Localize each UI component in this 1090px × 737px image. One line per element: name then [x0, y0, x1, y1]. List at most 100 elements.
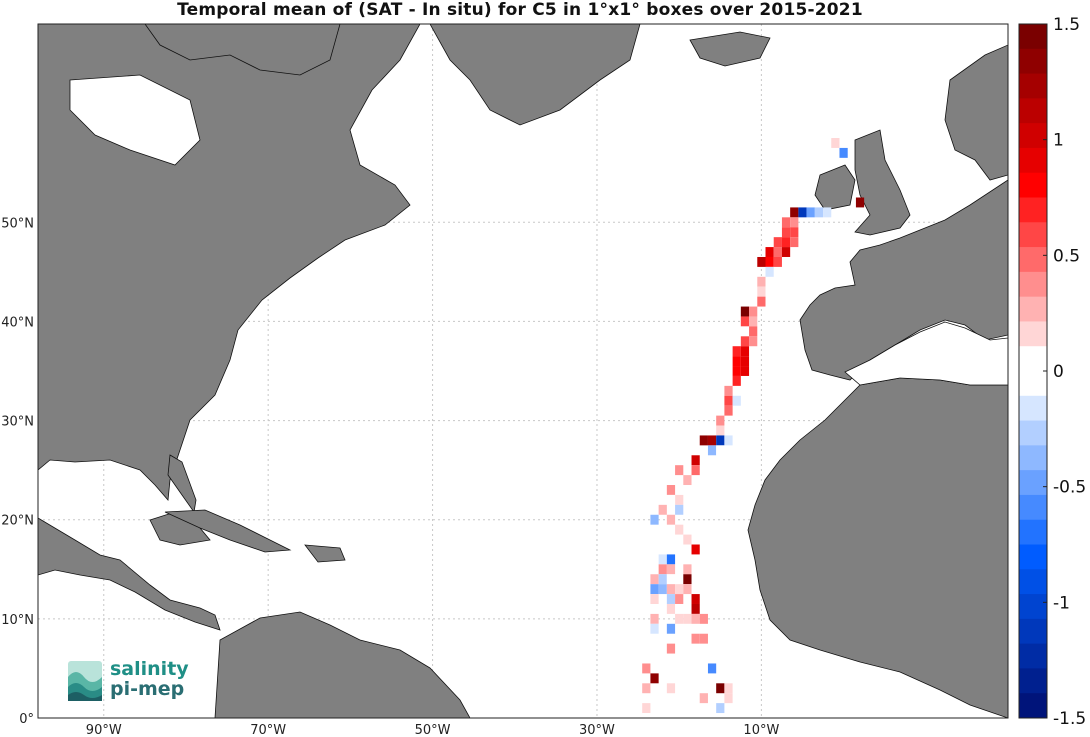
lon-tick-label: 90°W — [86, 723, 122, 737]
salinity-diff-cell — [650, 693, 659, 704]
salinity-diff-cell — [716, 435, 725, 446]
salinity-diff-cell — [691, 613, 700, 624]
salinity-diff-cell — [658, 504, 667, 515]
salinity-diff-cell — [732, 366, 741, 376]
lon-tick-label: 10°W — [743, 723, 779, 737]
colorbar-block — [1019, 247, 1047, 273]
colorbar-block — [1019, 643, 1047, 669]
salinity-diff-cell — [666, 584, 676, 595]
salinity-diff-cell — [691, 633, 700, 644]
salinity-diff-cell — [716, 683, 725, 694]
salinity-diff-cell — [765, 256, 774, 267]
salinity-diff-cell — [658, 554, 667, 565]
salinity-diff-cell — [724, 395, 733, 406]
salinity-diff-cell — [732, 395, 741, 406]
salinity-diff-cell — [716, 425, 725, 436]
colorbar-tick-label: -1.5 — [1053, 709, 1086, 729]
salinity-diff-cell — [666, 564, 676, 575]
cell-layer — [642, 138, 865, 714]
salinity-diff-cell — [749, 316, 758, 327]
cuba-land — [164, 509, 292, 553]
salinity-diff-cell — [781, 227, 791, 238]
colorbar-block — [1019, 693, 1047, 719]
colorbar-block — [1019, 445, 1047, 471]
salinity-diff-cell — [806, 207, 815, 218]
salinity-diff-cell — [666, 623, 676, 634]
salinity-diff-cell — [757, 276, 766, 287]
colorbar: 1.5 1 0.5 0 -0.5 -1 -1.5 — [1018, 15, 1086, 729]
salinity-diff-cell — [699, 633, 708, 644]
logo-waves-icon — [68, 661, 102, 701]
salinity-diff-cell — [790, 207, 799, 218]
salinity-diff-cell — [691, 544, 700, 555]
salinity-diff-cell — [855, 197, 865, 208]
colorbar-block — [1019, 420, 1047, 446]
south-america-land — [214, 611, 471, 718]
colorbar-block — [1019, 519, 1047, 545]
salinity-diff-cell — [740, 316, 750, 327]
salinity-diff-cell — [691, 455, 700, 466]
salinity-diff-cell — [749, 336, 758, 347]
colorbar-tick-label: -1 — [1053, 593, 1070, 613]
salinity-diff-cell — [790, 227, 799, 238]
salinity-diff-cell — [707, 445, 717, 456]
salinity-pimep-logo: salinity pi-mep — [62, 655, 242, 705]
salinity-diff-cell — [740, 306, 750, 317]
salinity-diff-cell — [658, 574, 667, 585]
salinity-diff-cell — [839, 147, 848, 158]
salinity-diff-cell — [790, 237, 799, 248]
salinity-diff-cell — [675, 504, 684, 515]
salinity-diff-cell — [814, 207, 824, 218]
colorbar-block — [1019, 470, 1047, 496]
salinity-diff-cell — [675, 465, 684, 476]
salinity-diff-cell — [666, 514, 676, 525]
lat-tick-label: 50°N — [1, 216, 34, 231]
lon-tick-label: 70°W — [250, 723, 286, 737]
plot-frame — [37, 23, 1009, 719]
salinity-diff-cell — [749, 306, 758, 317]
land-masses — [38, 24, 1008, 718]
colorbar-block — [1019, 494, 1047, 521]
salinity-diff-cell — [732, 346, 741, 357]
salinity-diff-cell — [666, 574, 676, 585]
salinity-diff-cell — [666, 603, 676, 614]
salinity-diff-cell — [650, 514, 659, 525]
mediterranean-water — [844, 321, 1008, 386]
salinity-diff-cell — [666, 594, 676, 604]
salinity-diff-cell — [757, 286, 766, 297]
salinity-diff-cell — [798, 207, 807, 218]
central-america-land — [38, 517, 221, 631]
lat-tick-label: 10°N — [1, 613, 34, 628]
lon-tick-label: 30°W — [579, 723, 615, 737]
salinity-diff-cell — [773, 207, 782, 218]
salinity-diff-cell — [650, 574, 659, 585]
salinity-diff-cell — [642, 683, 651, 694]
colorbar-block — [1019, 321, 1047, 347]
salinity-diff-cell — [683, 564, 692, 575]
colorbar-tick-label: 1 — [1053, 131, 1064, 151]
salinity-diff-cell — [650, 613, 659, 624]
hudson-bay-water — [69, 74, 201, 166]
salinity-diff-cell — [650, 623, 659, 634]
colorbar-tick-label: -0.5 — [1053, 478, 1086, 498]
salinity-diff-cell — [675, 524, 684, 535]
salinity-diff-cell — [675, 613, 684, 624]
salinity-diff-cell — [658, 584, 667, 595]
axis-labels: 90°W 70°W 50°W 30°W 10°W 0° 10°N 20°N 30°N 40°N 50… — [1, 216, 779, 737]
salinity-diff-cell — [716, 703, 725, 714]
colorbar-block — [1019, 98, 1047, 124]
salinity-diff-cell — [658, 564, 667, 575]
salinity-diff-cell — [724, 683, 733, 694]
salinity-diff-cell — [707, 435, 717, 446]
colorbar-block — [1019, 395, 1047, 422]
great-britain-land — [854, 129, 911, 236]
logo-text-line2: pi-mep — [110, 678, 185, 700]
salinity-diff-cell — [675, 693, 684, 704]
salinity-diff-cell — [666, 554, 676, 565]
salinity-diff-cell — [740, 336, 750, 347]
colorbar-block — [1019, 296, 1047, 322]
salinity-diff-cell — [691, 603, 700, 614]
salinity-diff-cell — [675, 594, 684, 604]
salinity-diff-cell — [683, 574, 692, 585]
colorbar-block — [1019, 371, 1047, 397]
